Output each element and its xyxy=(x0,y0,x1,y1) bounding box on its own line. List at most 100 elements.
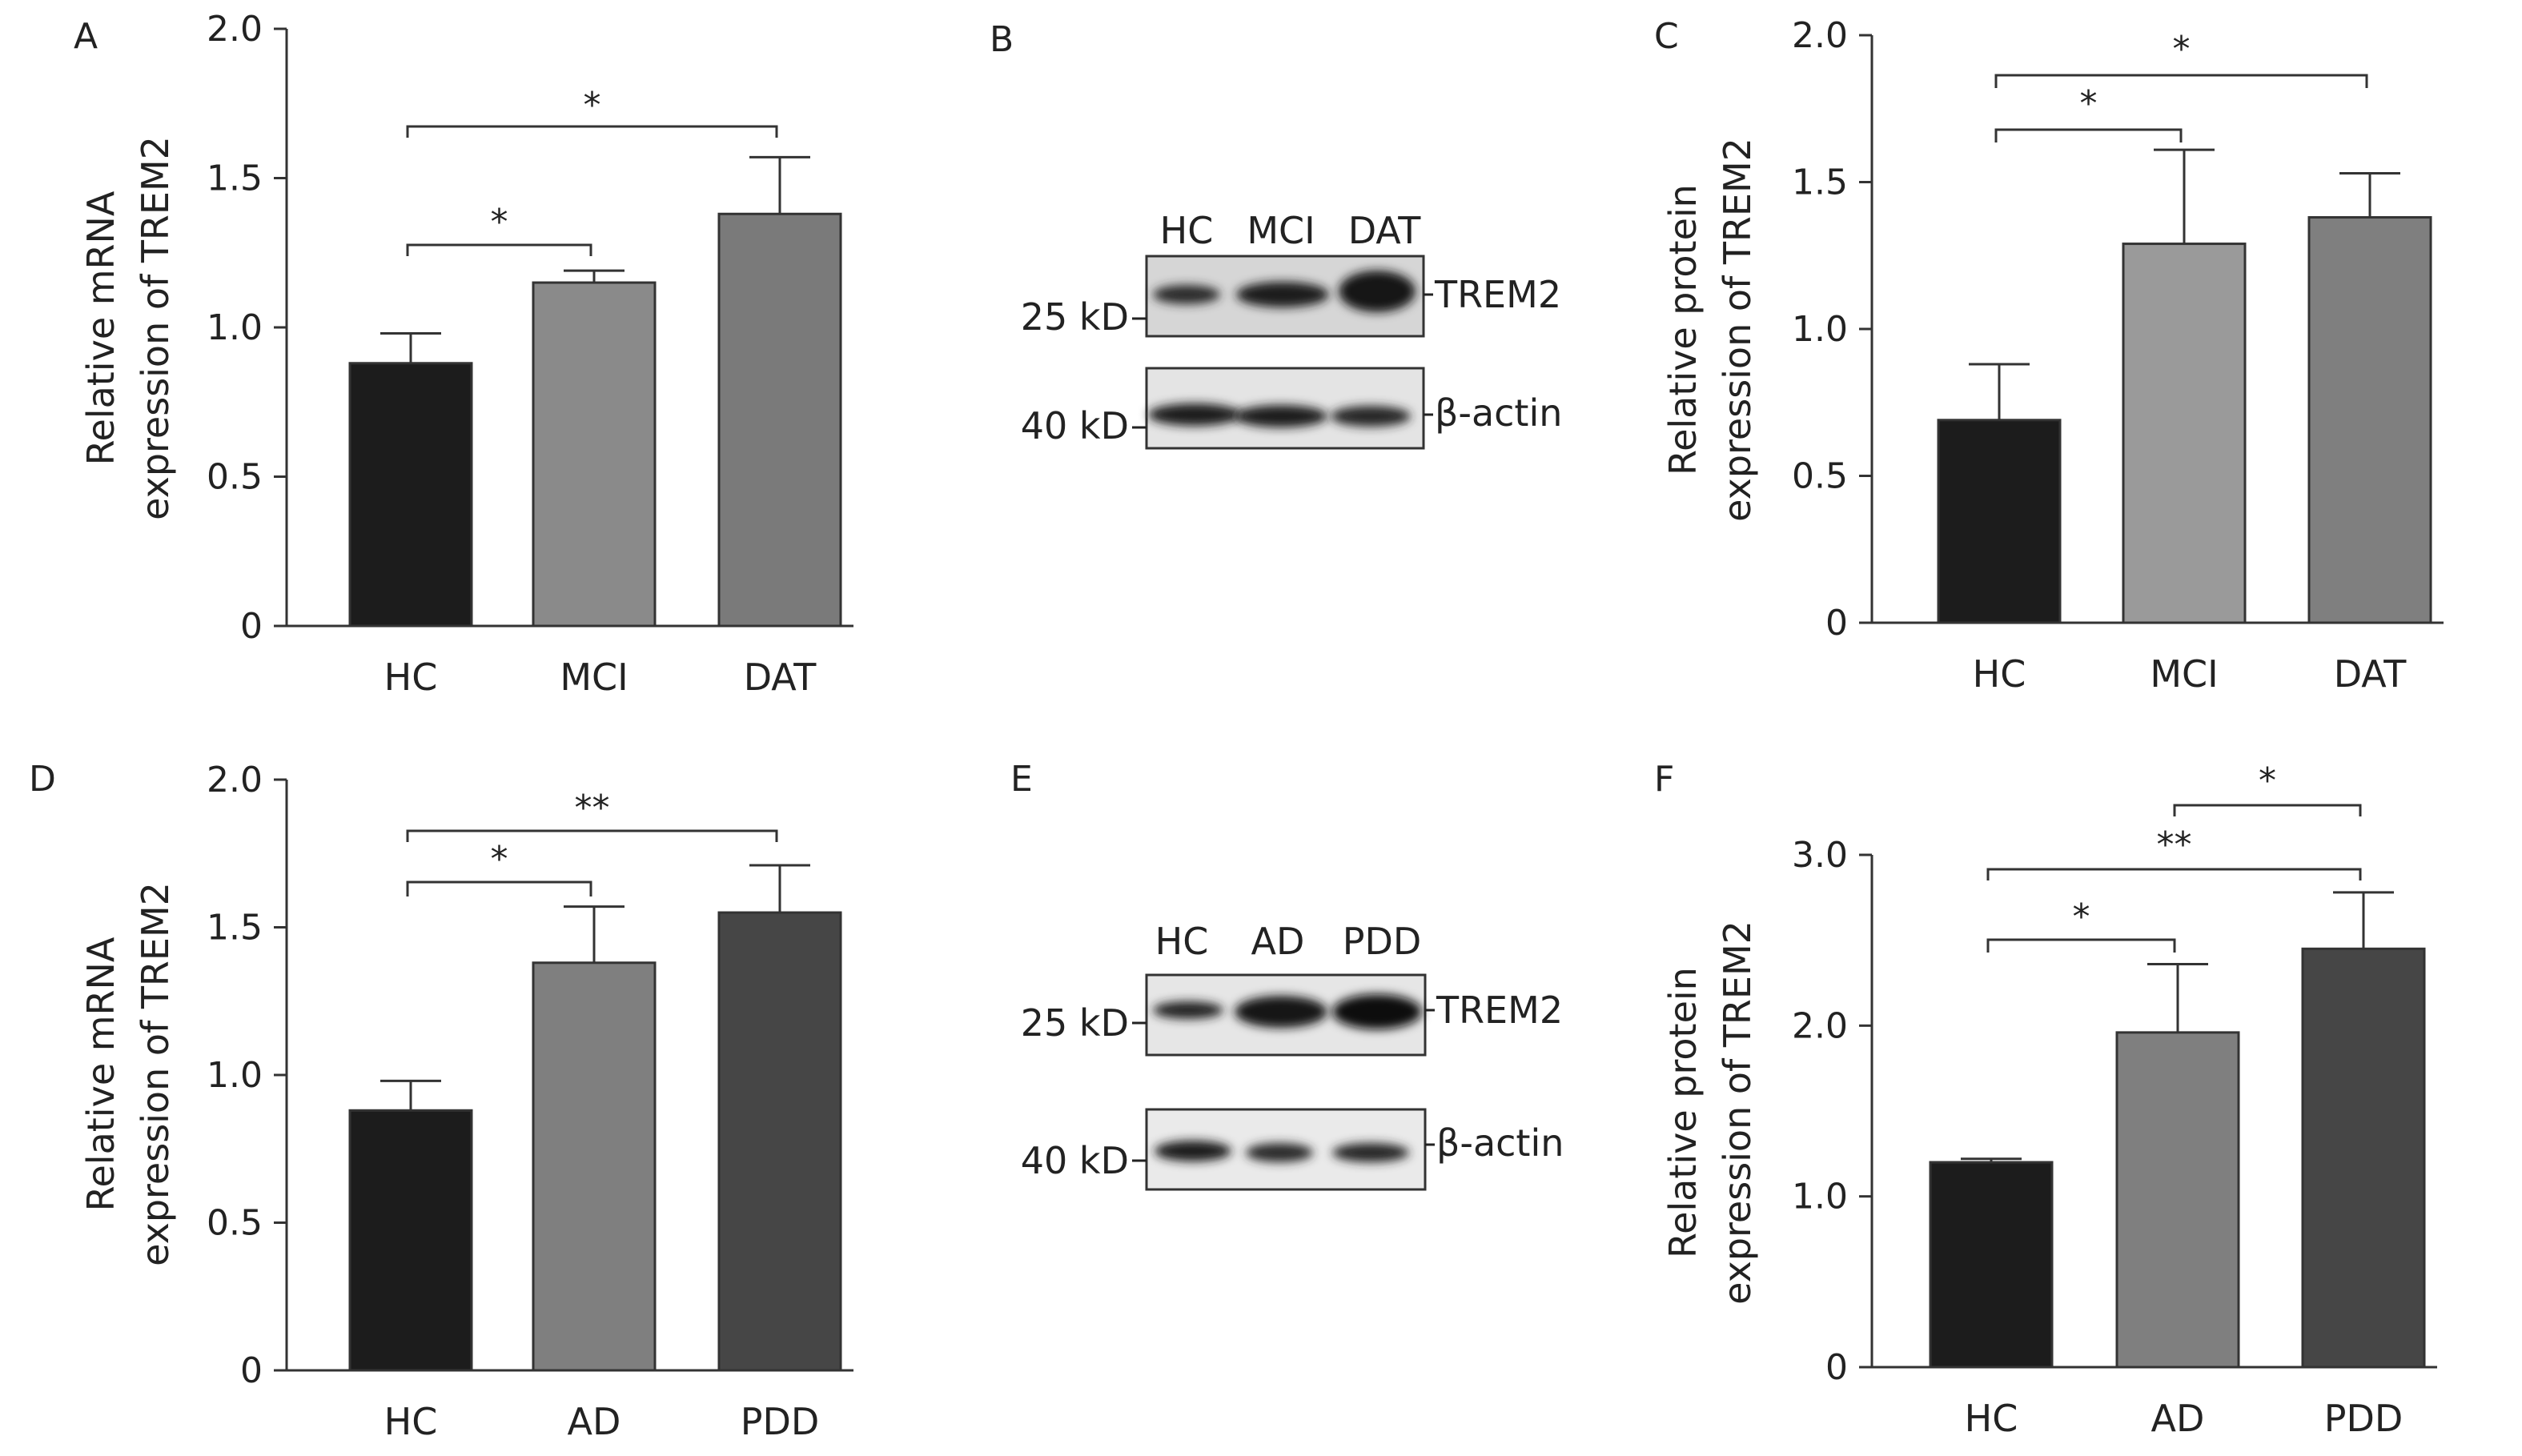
y-tick-label: 2.0 xyxy=(1792,15,1848,56)
chart-c-protein-trem2: 0 0.5 1.0 1.5 2.0 Relative protein expression … xyxy=(1661,15,2444,696)
y-tick-label: 2.0 xyxy=(1792,1005,1848,1046)
y-tick-label: 0 xyxy=(240,606,263,647)
bar xyxy=(717,212,842,628)
bar xyxy=(532,281,657,628)
y-tick-label: 0 xyxy=(240,1350,263,1391)
blot-e-lane-label: AD xyxy=(1251,920,1305,963)
bar xyxy=(2115,1031,2240,1369)
significance-label: * xyxy=(2173,29,2191,70)
bar xyxy=(1929,1161,2054,1369)
blot-e-trem2-band xyxy=(1153,1001,1223,1019)
x-category-label: PDD xyxy=(741,1400,820,1443)
y-tick-label: 1.5 xyxy=(1792,162,1848,203)
chart-f-protein-trem2: 0 1.0 2.0 3.0 Relative protein expression of … xyxy=(1661,760,2437,1440)
blot-e-lane-label: PDD xyxy=(1343,920,1422,963)
significance-bracket xyxy=(1986,938,2176,953)
y-tick-label: 1.5 xyxy=(207,158,263,199)
x-category-label: MCI xyxy=(2150,652,2218,696)
blot-e-protein-label: TREM2 xyxy=(1436,989,1563,1032)
bar xyxy=(2122,243,2247,624)
significance-label: ** xyxy=(575,788,610,828)
significance-label: * xyxy=(2080,83,2098,124)
blot-b-actin-band xyxy=(1235,405,1327,427)
y-axis-label: Relative protein expression of TREM2 xyxy=(1661,921,1759,1305)
y-axis-label: Relative mRNA expression of TREM2 xyxy=(79,882,177,1266)
x-category-label: HC xyxy=(1973,652,2026,696)
bar xyxy=(532,961,657,1372)
panel-letter-f: F xyxy=(1654,759,1674,800)
significance-bracket xyxy=(406,880,592,896)
y-tick-label: 0.5 xyxy=(207,1203,263,1244)
significance-bracket xyxy=(2173,804,2362,816)
blot-e-marker-label: 40 kD xyxy=(1021,1139,1129,1182)
bar xyxy=(348,1109,473,1372)
significance-label: * xyxy=(584,85,601,126)
significance-bracket xyxy=(1994,74,2368,88)
blot-b-actin-band xyxy=(1331,406,1411,427)
significance-label: * xyxy=(2259,760,2276,801)
y-tick-label: 1.0 xyxy=(1792,309,1848,350)
blot-e-lane-label: HC xyxy=(1155,920,1209,963)
x-category-label: DAT xyxy=(2334,652,2408,696)
significance-label: * xyxy=(491,202,508,243)
blot-b-protein-label: β-actin xyxy=(1435,391,1562,435)
y-tick-label: 3.0 xyxy=(1792,835,1848,876)
blot-e-actin-band xyxy=(1246,1143,1313,1162)
bar xyxy=(348,362,473,628)
panel-letter-b: B xyxy=(990,19,1014,60)
y-tick-label: 0.5 xyxy=(207,457,263,498)
y-tick-label: 0 xyxy=(1825,1347,1848,1388)
x-category-label: MCI xyxy=(560,656,628,699)
blot-b-lane-label: MCI xyxy=(1247,209,1315,252)
blot-b-trem2-band xyxy=(1339,271,1416,312)
significance-bracket xyxy=(406,243,592,256)
blot-e-trem2-band xyxy=(1332,994,1422,1029)
blot-b-protein-label: TREM2 xyxy=(1434,273,1561,316)
y-tick-label: 0 xyxy=(1825,603,1848,644)
blot-e-actin-band xyxy=(1155,1141,1231,1161)
y-axis-label-line: expression of TREM2 xyxy=(134,882,177,1266)
y-tick-label: 2.0 xyxy=(207,9,263,50)
x-category-label: AD xyxy=(2151,1397,2205,1440)
chart-a-mrna-trem2: 0 0.5 1.0 1.5 2.0 Relative mRNA expression of … xyxy=(79,9,853,699)
blot-b-trem2-band xyxy=(1236,282,1329,307)
chart-d-mrna-trem2: 0 0.5 1.0 1.5 2.0 Relative mRNA expression of … xyxy=(79,760,853,1443)
blot-e-protein-label: β-actin xyxy=(1436,1121,1564,1165)
bar xyxy=(2301,947,2426,1369)
western-blot-b: HC MCI DAT 25 kD 40 kD TREM2 β-actin xyxy=(1021,209,1562,450)
x-category-label: HC xyxy=(384,1400,438,1443)
bar xyxy=(2307,216,2432,624)
significance-label: ** xyxy=(2157,824,2192,865)
y-axis-label-line: expression of TREM2 xyxy=(1716,138,1759,522)
x-category-label: AD xyxy=(568,1400,621,1443)
blot-b-trem2-band xyxy=(1153,285,1220,304)
western-blot-e: HC AD PDD 25 kD 40 kD TREM2 β-actin xyxy=(1021,920,1564,1191)
blot-e-trem2-band xyxy=(1235,996,1327,1028)
blot-b-marker-label: 40 kD xyxy=(1021,404,1129,447)
blot-b-lane-label: HC xyxy=(1160,209,1214,252)
y-axis-label-line: expression of TREM2 xyxy=(1716,921,1759,1305)
significance-bracket xyxy=(406,829,778,842)
x-category-label: PDD xyxy=(2324,1397,2404,1440)
y-axis-label: Relative mRNA expression of TREM2 xyxy=(79,136,177,520)
x-category-label: HC xyxy=(384,656,438,699)
panel-letter-e: E xyxy=(1010,759,1033,800)
bar xyxy=(1937,419,2062,624)
significance-bracket xyxy=(1994,128,2183,142)
y-tick-label: 2.0 xyxy=(207,760,263,800)
y-axis-label: Relative protein expression of TREM2 xyxy=(1661,138,1759,522)
blot-e-marker-label: 25 kD xyxy=(1021,1001,1129,1045)
y-tick-label: 1.0 xyxy=(207,1055,263,1096)
panel-letter-a: A xyxy=(74,16,98,57)
significance-bracket xyxy=(1986,868,2362,880)
significance-label: * xyxy=(491,839,508,880)
y-axis-label-line: Relative protein xyxy=(1661,967,1705,1258)
blot-b-lane-label: DAT xyxy=(1348,209,1422,252)
x-category-label: HC xyxy=(1965,1397,2018,1440)
y-tick-label: 1.0 xyxy=(1792,1177,1848,1217)
y-axis-label-line: Relative mRNA xyxy=(79,191,122,465)
y-axis-label-line: Relative protein xyxy=(1661,184,1705,475)
panel-letter-c: C xyxy=(1654,16,1679,57)
blot-e-actin-band xyxy=(1332,1143,1409,1162)
